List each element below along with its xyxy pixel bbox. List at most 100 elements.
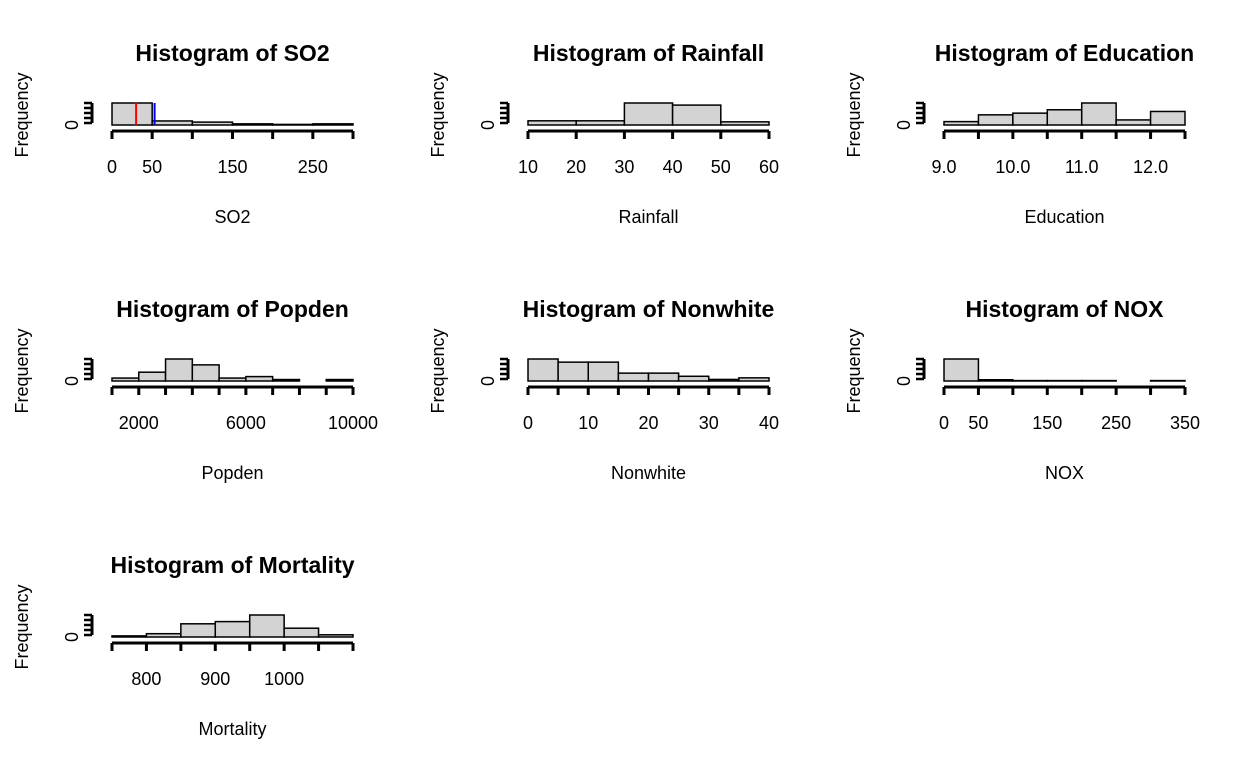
histogram-bar [151,120,194,126]
histogram-bar [191,121,234,126]
x-tick-label: 0 [523,413,533,433]
chart-title: Histogram of NOX [965,296,1164,322]
histogram-bar [248,614,285,638]
x-axis-label: Rainfall [618,207,678,227]
histogram-bar [317,634,354,638]
y-tick-label: 0 [478,120,498,130]
panel-education: Histogram of Education 9.0 10.0 11.0 12.0 Edu… [844,40,1194,227]
panel-nonwhite: Histogram of Nonwhite 0 10 20 30 40 Nonwhite 0 F… [428,296,779,483]
histogram-bar [617,372,650,382]
x-tick-label: 1000 [264,669,304,689]
histogram-bar [977,379,1014,382]
histogram-bar [943,358,980,382]
histogram-bar [720,121,770,126]
histogram-bar [191,364,220,382]
histogram-bar [111,102,153,126]
x-tick-label: 150 [1032,413,1062,433]
x-tick-label: 11.0 [1065,157,1099,177]
panel-nox: Histogram of NOX 0 50 150 250 350 NOX 0 Frequenc… [844,296,1200,483]
x-tick-label: 40 [663,157,683,177]
panel-rainfall: Histogram of Rainfall 10 20 30 40 50 60 Rainfal… [428,40,779,227]
x-tick-label: 800 [131,669,161,689]
x-tick-label: 900 [200,669,230,689]
x-tick-label: 50 [968,413,988,433]
histogram-bar [527,358,559,382]
histogram-bar [271,123,314,126]
histogram-bar [1080,102,1117,126]
y-tick-label: 0 [894,120,914,130]
panel-mortality: Histogram of Mortality 800 900 1000 Mortalit… [12,552,355,739]
y-axis-label: Frequency [844,72,864,157]
chart-title: Histogram of Mortality [110,552,354,578]
x-axis-label: Education [1024,207,1104,227]
x-tick-label: 50 [142,157,162,177]
x-axis-label: Mortality [198,719,266,739]
y-tick-label: 0 [894,376,914,386]
y-axis-label: Frequency [12,584,32,669]
histogram-bar [245,375,274,382]
histogram-bar [231,123,274,126]
histogram-bar [111,635,148,638]
y-axis-label: Frequency [844,328,864,413]
histogram-bar [943,120,980,126]
histogram-bar [214,620,251,638]
histogram-bar [677,375,710,382]
y-axis-label: Frequency [428,72,448,157]
y-axis-label: Frequency [12,328,32,413]
chart-title: Histogram of Education [935,40,1194,66]
x-axis-label: NOX [1045,463,1084,483]
panel-so2: Histogram of SO2 0 50 150 250 SO2 0 Frequency [12,40,355,227]
histogram-bar [1115,119,1152,126]
histogram-bar [623,102,674,126]
x-tick-label: 10.0 [995,157,1030,177]
x-tick-label: 2000 [119,413,159,433]
histogram-bar [977,114,1014,126]
x-tick-label: 250 [298,157,328,177]
x-tick-label: 10000 [328,413,378,433]
panel-popden: Histogram of Popden 2000 6000 10000 Popden 0 F… [12,296,378,483]
x-tick-label: 50 [711,157,731,177]
y-tick-label: 0 [478,376,498,386]
histogram-bar [738,377,770,382]
histogram-bar [647,372,680,382]
chart-title: Histogram of Nonwhite [523,296,775,322]
x-tick-label: 6000 [226,413,266,433]
histogram-bar [1012,112,1049,126]
x-tick-label: 10 [518,157,538,177]
histogram-bar [218,377,247,382]
histogram-bar [138,371,167,382]
histogram-bar [283,627,320,638]
x-axis-label: Popden [201,463,263,483]
chart-title: Histogram of Popden [116,296,349,322]
y-axis-label: Frequency [428,328,448,413]
y-tick-label: 0 [62,632,82,642]
x-axis-label: SO2 [214,207,250,227]
x-tick-label: 10 [578,413,598,433]
histogram-bar [575,120,626,126]
x-tick-label: 20 [566,157,586,177]
x-tick-label: 40 [759,413,779,433]
y-axis-label: Frequency [12,72,32,157]
x-tick-label: 30 [699,413,719,433]
x-tick-label: 250 [1101,413,1131,433]
histogram-bar [180,623,217,638]
y-tick-label: 0 [62,120,82,130]
histogram-bar [587,361,620,382]
histogram-bar [111,377,140,382]
x-tick-label: 60 [759,157,779,177]
x-tick-label: 350 [1170,413,1200,433]
x-tick-label: 30 [614,157,634,177]
x-tick-label: 9.0 [931,157,956,177]
histogram-bar [1149,110,1186,126]
x-tick-label: 0 [939,413,949,433]
histogram-bar [145,632,182,638]
histogram-bar [271,378,301,382]
x-tick-label: 150 [217,157,247,177]
histogram-bar [708,378,740,382]
x-tick-label: 12.0 [1133,157,1168,177]
histogram-bar [557,361,589,382]
histogram-bar [671,104,722,126]
histogram-bar [325,378,354,382]
chart-title: Histogram of SO2 [135,40,329,66]
